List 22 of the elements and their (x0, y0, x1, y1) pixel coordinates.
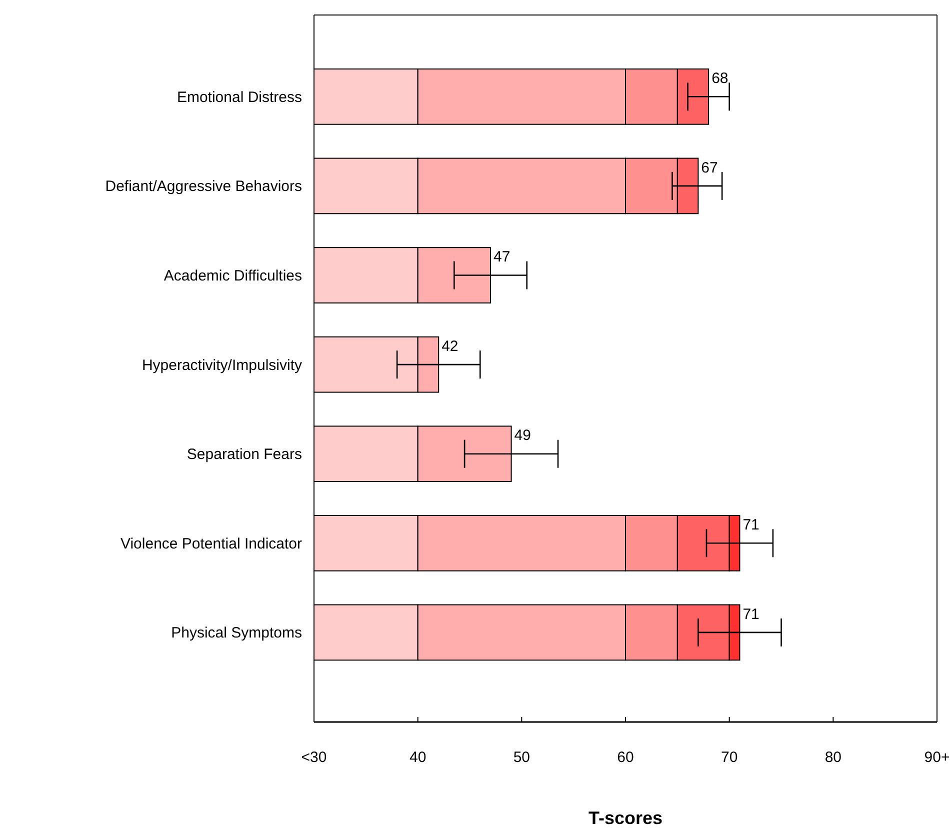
x-tick-label: 90+ (924, 749, 950, 766)
annotation: 71 (742, 606, 760, 623)
x-tick-label: 80 (824, 749, 842, 766)
x-axis-title: T-scores (588, 808, 663, 828)
annotation: 71 (742, 516, 760, 534)
annotation: 49 (514, 427, 531, 444)
annotation: 68 (712, 70, 728, 87)
y-tick-label: Physical Symptoms (171, 624, 302, 642)
y-tick-label: Academic Difficulties (164, 268, 302, 284)
y-tick-label: Emotional Distress (176, 88, 302, 106)
x-tick-label: 70 (720, 749, 738, 766)
x-tick-label: 60 (617, 749, 634, 766)
y-tick-label: Separation Fears (186, 446, 302, 464)
x-tick-label: 40 (409, 749, 426, 766)
annotation: 47 (494, 248, 510, 266)
annotation: 42 (442, 338, 458, 355)
x-tick-label: <30 (301, 749, 327, 766)
y-tick-label: Defiant/Aggressive Behaviors (105, 178, 302, 196)
annotation: 67 (701, 159, 718, 176)
x-tick-label: 50 (513, 749, 530, 766)
y-tick-label: Violence Potential Indicator (120, 535, 302, 552)
y-tick-label: Hyperactivity/Impulsivity (142, 356, 302, 374)
